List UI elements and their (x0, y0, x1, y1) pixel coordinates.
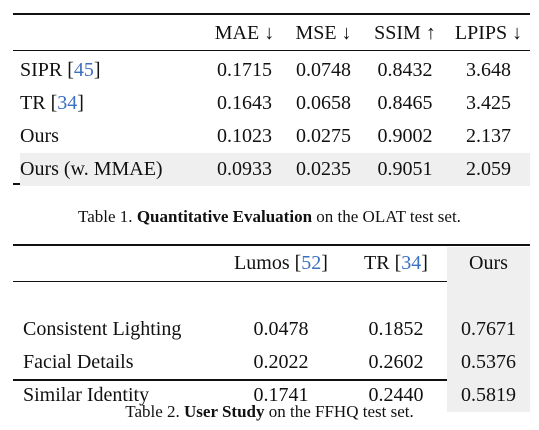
value-cell: 2.059 (466, 158, 511, 180)
table-row: Ours 0.1023 0.0275 0.9002 2.137 (20, 120, 530, 153)
table1-header-ssim: SSIM ↑ (374, 22, 436, 44)
table-row: TR [34] 0.1643 0.0658 0.8465 3.425 (20, 87, 530, 120)
value-cell: 0.8432 (377, 59, 433, 81)
method-cell: SIPR [45] (20, 59, 101, 81)
table2-header-row: Lumos [52] TR [34] Ours (13, 247, 530, 280)
value-cell: 0.0275 (296, 125, 351, 147)
value-cell: 0.2022 (253, 351, 309, 373)
value-cell: 0.1023 (217, 125, 272, 147)
citation-link[interactable]: 34 (401, 252, 422, 274)
method-cell: TR [34] (20, 92, 84, 114)
value-cell: 0.5819 (447, 379, 530, 412)
table1-header-lpips: LPIPS ↓ (454, 22, 523, 44)
value-cell: 0.1741 (253, 384, 309, 406)
table2: Lumos [52] TR [34] Ours Consistent Light… (13, 247, 530, 412)
citation-link[interactable]: 45 (73, 59, 94, 81)
table2-top-rule (13, 244, 530, 246)
criterion-cell: Facial Details (23, 351, 134, 373)
table1-header-mae: MAE ↓ (214, 22, 275, 44)
value-cell: 0.5376 (447, 346, 530, 379)
value-cell: 0.2440 (368, 384, 424, 406)
value-cell: 0.0748 (296, 59, 351, 81)
value-cell: 0.1715 (217, 59, 272, 81)
table1-caption: Table 1. Quantitative Evaluation on the … (78, 207, 461, 226)
table2-header-criterion (13, 247, 217, 280)
value-cell: 3.648 (466, 59, 511, 81)
value-cell: 3.425 (466, 92, 511, 114)
table2-header-tr: TR [34] (364, 252, 428, 274)
table-row: SIPR [45] 0.1715 0.0748 0.8432 3.648 (20, 54, 530, 87)
table-row: Similar Identity 0.1741 0.2440 0.5819 (13, 379, 530, 412)
criterion-cell: Similar Identity (23, 384, 150, 406)
table1-header-row: MAE ↓ MSE ↓ SSIM ↑ LPIPS ↓ (20, 17, 530, 50)
value-cell: 0.8465 (377, 92, 433, 114)
value-cell: 0.0478 (253, 318, 309, 340)
method-cell: Ours (w. MMAE) (20, 158, 163, 180)
table1-bottom-rule (13, 183, 530, 185)
value-cell: 2.137 (466, 125, 511, 147)
value-cell: 0.9002 (377, 125, 433, 147)
table1-header-method (20, 17, 205, 50)
table2-caption: Table 2. User Study on the FFHQ test set… (125, 402, 414, 421)
table1: MAE ↓ MSE ↓ SSIM ↑ LPIPS ↓ SIPR [45] 0.1… (20, 17, 530, 186)
table1-header-mse: MSE ↓ (295, 22, 352, 44)
citation-link[interactable]: 52 (301, 252, 322, 274)
criterion-cell: Consistent Lighting (23, 318, 182, 340)
value-cell: 0.2602 (368, 351, 424, 373)
value-cell: 0.0658 (296, 92, 351, 114)
value-cell: 0.0235 (296, 158, 351, 180)
table1-top-rule (13, 13, 530, 15)
table-row: Facial Details 0.2022 0.2602 0.5376 (13, 346, 530, 379)
value-cell: 0.9051 (377, 158, 433, 180)
table2-header-lumos: Lumos [52] (234, 252, 328, 274)
citation-link[interactable]: 34 (57, 92, 78, 114)
table2-header-ours: Ours (447, 247, 530, 280)
table-row: Consistent Lighting 0.0478 0.1852 0.7671 (13, 313, 530, 346)
table-row-highlighted: Ours (w. MMAE) 0.0933 0.0235 0.9051 2.05… (20, 153, 530, 186)
value-cell: 0.0933 (217, 158, 272, 180)
method-cell: Ours (20, 125, 59, 147)
value-cell: 0.1643 (217, 92, 272, 114)
table1-header-rule (13, 50, 530, 51)
table2-bottom-rule (13, 379, 530, 381)
table2-header-rule (13, 281, 530, 282)
value-cell: 0.7671 (447, 313, 530, 346)
value-cell: 0.1852 (368, 318, 424, 340)
